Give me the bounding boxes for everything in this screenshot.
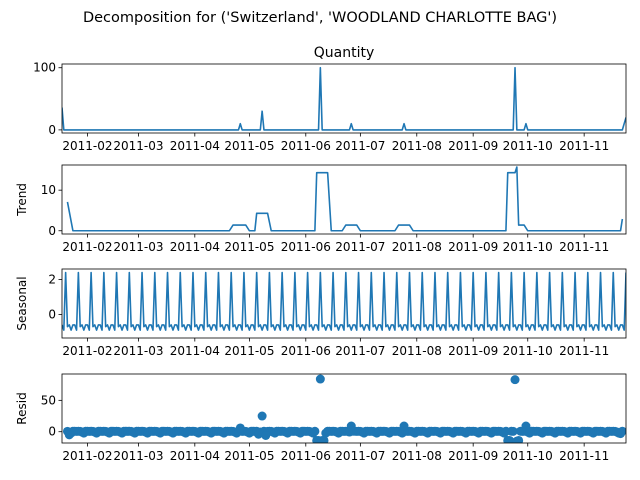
x-tick-label: 2011-07 [335,240,385,254]
x-tick-label: 2011-02 [62,449,112,463]
resid-point [616,429,626,439]
resid-point [346,421,356,431]
x-tick-label: 2011-09 [448,139,498,153]
y-tick-label: 50 [41,393,56,407]
x-tick-label: 2011-03 [113,344,163,358]
resid-point [315,374,325,384]
resid-point [64,430,74,440]
y-axis-label: Seasonal [15,276,29,330]
x-tick-label: 2011-03 [113,240,163,254]
y-tick-label: 0 [48,425,56,439]
axes-frame [61,373,627,444]
x-tick-label: 2011-07 [335,449,385,463]
panel-1: 0 100 2011-02 2011-03 2011-04 2011-05 2011-06 2… [33,45,627,153]
x-tick-label: 2011-08 [392,344,442,358]
x-tick-label: 2011-10 [503,449,553,463]
x-tick-label: 2011-04 [170,449,220,463]
x-tick-label: 2011-02 [62,344,112,358]
x-tick-label: 2011-11 [559,139,609,153]
resid-point [510,375,520,385]
series-line [66,166,624,232]
x-tick-label: 2011-06 [281,240,331,254]
x-tick-label: 2011-06 [281,344,331,358]
y-tick-label: 0 [48,123,56,137]
resid-point [235,423,245,433]
x-tick-label: 2011-03 [113,139,163,153]
x-tick-label: 2011-03 [113,449,163,463]
x-tick-label: 2011-09 [448,240,498,254]
x-tick-label: 2011-06 [281,449,331,463]
axes-frame [61,268,627,339]
x-tick-label: 2011-09 [448,344,498,358]
plot-area [62,66,626,131]
x-tick-label: 2011-10 [503,139,553,153]
x-tick-label: 2011-09 [448,449,498,463]
resid-point [257,411,267,421]
x-tick-label: 2011-02 [62,240,112,254]
series-line [62,66,626,131]
x-tick-label: 2011-04 [170,240,220,254]
resid-point [521,421,531,431]
x-tick-label: 2011-11 [559,240,609,254]
plot-area [62,271,626,331]
y-axis-label: Trend [15,183,29,217]
x-tick-label: 2011-10 [503,240,553,254]
x-tick-label: 2011-11 [559,449,609,463]
series-line [62,271,626,331]
x-tick-label: 2011-05 [224,449,274,463]
x-tick-label: 2011-08 [392,240,442,254]
x-tick-label: 2011-07 [335,139,385,153]
resid-point [261,430,271,440]
y-tick-label: 0 [48,307,56,321]
x-tick-label: 2011-06 [281,139,331,153]
x-tick-label: 2011-04 [170,139,220,153]
panel-3: 0 2 2011-02 2011-03 2011-04 2011-05 2011-06 201… [15,268,627,358]
figure-title: Decomposition for ('Switzerland', 'WOODL… [83,10,557,26]
y-tick-label: 0 [48,224,56,238]
y-axis-label: Resid [15,392,29,424]
x-tick-label: 2011-05 [224,344,274,358]
resid-point [399,421,409,431]
x-tick-label: 2011-05 [224,240,274,254]
resid-point [253,429,263,439]
y-tick-label: 10 [41,183,56,197]
plot-area [66,166,624,232]
x-tick-label: 2011-05 [224,139,274,153]
x-tick-label: 2011-07 [335,344,385,358]
x-tick-label: 2011-11 [559,344,609,358]
resid-point [319,435,329,443]
resid-point [505,435,515,443]
x-tick-label: 2011-04 [170,344,220,358]
panel-2: 0 10 2011-02 2011-03 2011-04 2011-05 2011-06 20… [15,164,627,254]
x-tick-label: 2011-08 [392,449,442,463]
resid-point [508,426,518,436]
y-tick-label: 100 [33,61,56,75]
x-tick-label: 2011-02 [62,139,112,153]
x-tick-label: 2011-08 [392,139,442,153]
resid-point [514,435,524,443]
panel-4: 0 50 2011-02 2011-03 2011-04 2011-05 2011-06 20… [15,373,627,463]
axes-frame [61,63,627,134]
axes-frame [61,164,627,235]
y-tick-label: 2 [48,272,56,286]
resid-point [310,426,320,436]
plot-area [62,374,626,443]
panel-title: Quantity [314,45,375,61]
x-tick-label: 2011-10 [503,344,553,358]
